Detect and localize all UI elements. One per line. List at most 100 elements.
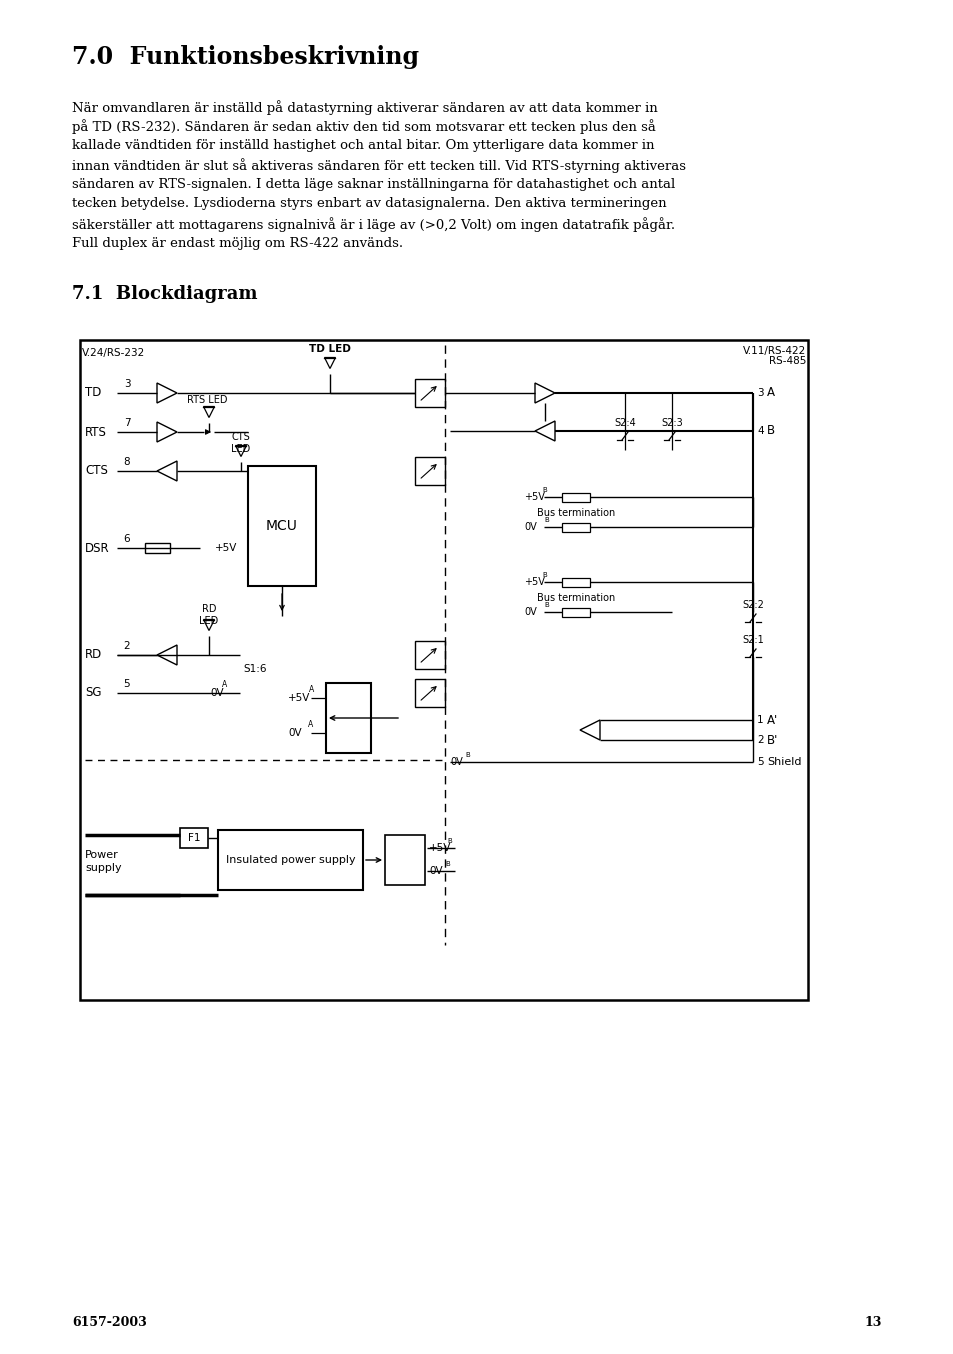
- Polygon shape: [235, 445, 246, 456]
- Text: +5V: +5V: [523, 577, 544, 588]
- Polygon shape: [157, 460, 177, 481]
- Text: på TD (RS-232). Sändaren är sedan aktiv den tid som motsvarar ett tecken plus de: på TD (RS-232). Sändaren är sedan aktiv …: [71, 119, 656, 134]
- Text: TD: TD: [85, 386, 101, 399]
- Bar: [415, 640, 444, 669]
- Text: 5: 5: [124, 678, 131, 689]
- Text: Shield: Shield: [766, 757, 801, 766]
- Text: +5V: +5V: [214, 543, 237, 552]
- Text: sändaren av RTS-signalen. I detta läge saknar inställningarna för datahastighet : sändaren av RTS-signalen. I detta läge s…: [71, 177, 675, 191]
- Text: 1: 1: [757, 715, 762, 724]
- Text: A: A: [309, 685, 314, 695]
- Text: A: A: [222, 680, 227, 689]
- Text: 13: 13: [863, 1316, 882, 1330]
- Text: 3: 3: [757, 389, 762, 398]
- Text: LED: LED: [199, 616, 218, 626]
- Text: B': B': [766, 734, 778, 746]
- Text: tecken betydelse. Lysdioderna styrs enbart av datasignalerna. Den aktiva termine: tecken betydelse. Lysdioderna styrs enba…: [71, 198, 666, 210]
- Text: kallade vändtiden för inställd hastighet och antal bitar. Om ytterligare data ko: kallade vändtiden för inställd hastighet…: [71, 139, 654, 152]
- Text: innan vändtiden är slut så aktiveras sändaren för ett tecken till. Vid RTS-styrn: innan vändtiden är slut så aktiveras sän…: [71, 158, 685, 173]
- Text: RD: RD: [201, 604, 216, 613]
- Text: Bus termination: Bus termination: [537, 593, 615, 603]
- Polygon shape: [157, 645, 177, 665]
- Text: S2:2: S2:2: [741, 600, 763, 611]
- Text: 7: 7: [124, 418, 131, 428]
- Bar: [326, 682, 371, 753]
- Text: S2:1: S2:1: [741, 635, 763, 645]
- Polygon shape: [535, 421, 555, 441]
- Bar: [561, 608, 589, 616]
- Text: +5V: +5V: [429, 844, 451, 853]
- Text: TD LED: TD LED: [309, 344, 351, 353]
- Text: 2: 2: [757, 735, 762, 745]
- Text: supply: supply: [85, 862, 121, 873]
- Polygon shape: [203, 620, 214, 631]
- Text: MCU: MCU: [266, 519, 297, 533]
- Text: 0V: 0V: [450, 757, 462, 766]
- Polygon shape: [157, 383, 177, 403]
- Text: B: B: [543, 517, 548, 523]
- Text: 0V: 0V: [288, 728, 301, 738]
- Text: Power: Power: [85, 850, 118, 860]
- Text: +5V: +5V: [288, 693, 310, 703]
- Text: 0V: 0V: [210, 688, 223, 699]
- Polygon shape: [579, 720, 599, 741]
- Text: RD: RD: [85, 649, 102, 662]
- Text: RTS: RTS: [85, 425, 107, 439]
- Text: 5: 5: [757, 757, 762, 766]
- Bar: [180, 829, 208, 848]
- Text: 3: 3: [124, 379, 131, 389]
- Text: 0V: 0V: [523, 607, 537, 617]
- Text: DSR: DSR: [85, 542, 110, 555]
- Text: B: B: [464, 751, 469, 758]
- Bar: [561, 578, 589, 586]
- Text: 7.1  Blockdiagram: 7.1 Blockdiagram: [71, 284, 257, 303]
- Text: A: A: [766, 386, 774, 399]
- Text: 0V: 0V: [523, 523, 537, 532]
- Text: A': A': [766, 714, 778, 727]
- Text: LED: LED: [232, 444, 251, 454]
- Text: B: B: [541, 571, 546, 578]
- Text: A: A: [308, 720, 313, 728]
- Text: RS-485: RS-485: [768, 356, 805, 366]
- Text: 7.0  Funktionsbeskrivning: 7.0 Funktionsbeskrivning: [71, 45, 418, 69]
- Text: 8: 8: [124, 458, 131, 467]
- Polygon shape: [535, 383, 555, 403]
- Text: S2:3: S2:3: [660, 418, 682, 428]
- Bar: [80, 340, 807, 1001]
- Text: Bus termination: Bus termination: [537, 508, 615, 519]
- Text: CTS: CTS: [232, 432, 250, 441]
- Text: V.11/RS-422: V.11/RS-422: [742, 347, 805, 356]
- Polygon shape: [203, 406, 214, 417]
- Text: säkerställer att mottagarens signalnivå är i läge av (>0,2 Volt) om ingen datatr: säkerställer att mottagarens signalnivå …: [71, 217, 675, 232]
- Text: 2: 2: [124, 640, 131, 651]
- Bar: [218, 830, 363, 890]
- Text: RTS LED: RTS LED: [187, 395, 227, 405]
- Polygon shape: [157, 422, 177, 441]
- Text: B: B: [766, 425, 774, 437]
- Bar: [415, 379, 444, 408]
- Text: S2:4: S2:4: [614, 418, 636, 428]
- Text: Insulated power supply: Insulated power supply: [226, 854, 355, 865]
- Text: SG: SG: [85, 686, 101, 700]
- Text: 4: 4: [757, 427, 762, 436]
- Text: S1:6: S1:6: [243, 663, 267, 674]
- Text: Full duplex är endast möjlig om RS-422 används.: Full duplex är endast möjlig om RS-422 a…: [71, 237, 403, 249]
- Text: B: B: [447, 838, 452, 844]
- Text: F1: F1: [188, 833, 200, 844]
- Text: 0V: 0V: [429, 867, 442, 876]
- Bar: [561, 523, 589, 532]
- Text: B: B: [541, 487, 546, 493]
- Text: 6: 6: [124, 533, 131, 544]
- Text: När omvandlaren är inställd på datastyrning aktiverar sändaren av att data komme: När omvandlaren är inställd på datastyrn…: [71, 100, 657, 115]
- Bar: [561, 493, 589, 501]
- Text: V.24/RS-232: V.24/RS-232: [82, 348, 145, 357]
- Bar: [385, 835, 424, 886]
- Polygon shape: [324, 357, 335, 368]
- Bar: [415, 458, 444, 485]
- Text: +5V: +5V: [523, 492, 544, 502]
- Text: 6157-2003: 6157-2003: [71, 1316, 147, 1330]
- Bar: [145, 543, 170, 552]
- Bar: [248, 466, 315, 586]
- Text: B: B: [543, 603, 548, 608]
- Bar: [415, 678, 444, 707]
